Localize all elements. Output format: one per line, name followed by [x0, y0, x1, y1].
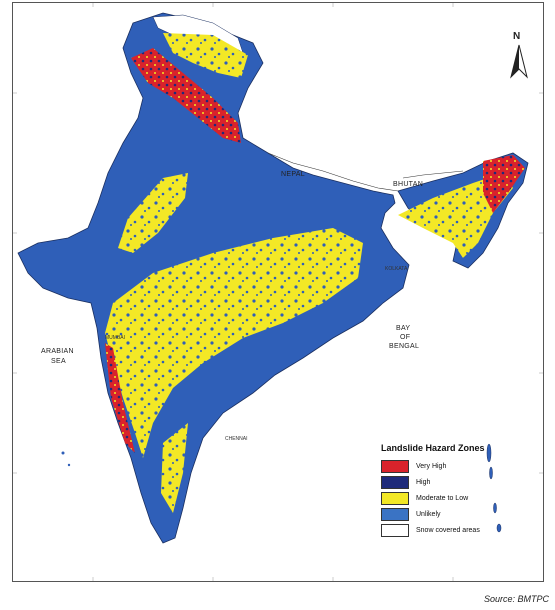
city-label-chennai: CHENNAI — [225, 436, 248, 442]
region-label-bay: BAY — [396, 325, 411, 332]
legend-swatch — [381, 491, 409, 505]
graticule — [13, 3, 543, 581]
legend-item: Unlikely — [381, 506, 531, 522]
north-arrow: N — [507, 31, 531, 81]
lakshadweep-islands — [61, 451, 71, 467]
legend-item: Snow covered areas — [381, 522, 531, 538]
map-legend: Landslide Hazard Zones Very High High Mode… — [381, 443, 531, 538]
region-label-of: OF — [400, 334, 411, 341]
region-label-bhutan: BHUTAN — [393, 181, 424, 188]
source-caption: Source: BMTPC — [483, 594, 549, 604]
legend-item: High — [381, 474, 531, 490]
city-label-mumbai: MUMBAI — [105, 335, 125, 341]
legend-title: Landslide Hazard Zones — [381, 443, 485, 453]
borders — [267, 152, 464, 192]
legend-item: Moderate to Low — [381, 490, 531, 506]
legend-label: Very High — [416, 462, 447, 470]
india-landslide-map — [13, 3, 543, 581]
map-frame: NEPAL BHUTAN ARABIAN SEA BAY OF BENGAL K… — [12, 2, 544, 582]
legend-item: Very High — [381, 458, 531, 474]
region-label-nepal: NEPAL — [281, 171, 305, 178]
legend-swatch — [381, 459, 409, 473]
legend-label: Snow covered areas — [416, 526, 480, 534]
legend-label: Moderate to Low — [416, 494, 469, 502]
very-high-zones — [105, 48, 525, 453]
legend-swatch — [381, 523, 409, 537]
legend-label: Unlikely — [416, 510, 441, 518]
moderate-zones — [105, 33, 513, 513]
legend-swatch — [381, 475, 409, 489]
legend-swatch — [381, 507, 409, 521]
region-label-arabian: ARABIAN — [41, 348, 74, 355]
north-label: N — [513, 31, 521, 42]
legend-label: High — [416, 478, 431, 486]
region-label-sea: SEA — [51, 358, 66, 365]
region-label-bengal: BENGAL — [389, 343, 420, 350]
city-label-kolkata: KOLKATA — [385, 266, 408, 272]
andaman-islands — [486, 443, 502, 533]
north-arrow-icon — [510, 44, 528, 79]
